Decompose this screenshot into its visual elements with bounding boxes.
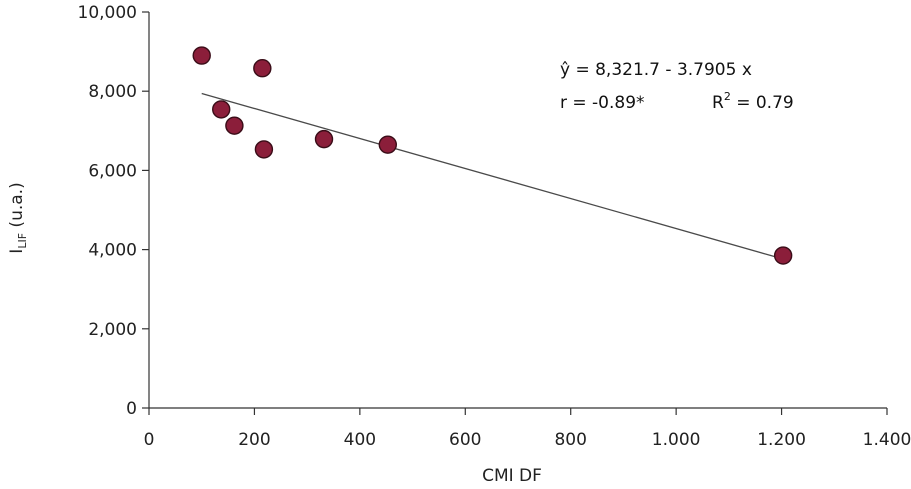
x-tick-label: 200 xyxy=(238,430,270,450)
x-tick-label: 1.000 xyxy=(652,430,701,450)
data-point xyxy=(253,59,272,78)
y-axis-title: ILIF (u.a.) xyxy=(7,182,29,253)
y-tick-label: 0 xyxy=(126,399,137,419)
y-tick-label: 6,000 xyxy=(88,161,137,181)
trend-line xyxy=(201,92,784,260)
data-point xyxy=(314,129,334,149)
y-tick-label: 4,000 xyxy=(88,241,137,261)
x-axis-title: CMI DF xyxy=(482,466,542,486)
correlation-coefficient: r = -0.89* xyxy=(560,93,645,113)
r-squared: R2 = 0.79 xyxy=(712,90,794,113)
data-point xyxy=(773,246,793,265)
r-squared-prefix: R xyxy=(712,93,724,113)
r-squared-superscript: 2 xyxy=(724,90,731,103)
y-tick-label: 2,000 xyxy=(88,320,137,340)
x-tick-label: 600 xyxy=(449,430,481,450)
regression-equation: ŷ = 8,321.7 - 3.7905 x xyxy=(560,60,752,80)
points-layer xyxy=(192,46,793,265)
x-tick-label: 1.400 xyxy=(863,430,911,450)
y-axis-title-suffix: (u.a.) xyxy=(7,182,27,233)
x-tick-label: 800 xyxy=(554,430,586,450)
x-tick-label: 0 xyxy=(144,430,155,450)
y-axis-title-subscript: LIF xyxy=(16,233,29,249)
y-tick-label: 8,000 xyxy=(88,82,137,102)
data-point xyxy=(192,46,211,65)
data-point xyxy=(378,135,397,154)
ticks-layer: 0 2,000 4,000 6,000 8,000 10,000 0 200 400 600 800… xyxy=(78,3,911,450)
data-point xyxy=(212,100,231,119)
data-point xyxy=(225,116,244,135)
x-tick-label: 400 xyxy=(344,430,376,450)
x-tick-label: 1.200 xyxy=(757,430,806,450)
r-squared-suffix: = 0.79 xyxy=(731,93,794,113)
y-axis-title-main: I xyxy=(7,249,27,254)
y-tick-label: 10,000 xyxy=(78,3,137,23)
data-point xyxy=(254,140,274,159)
